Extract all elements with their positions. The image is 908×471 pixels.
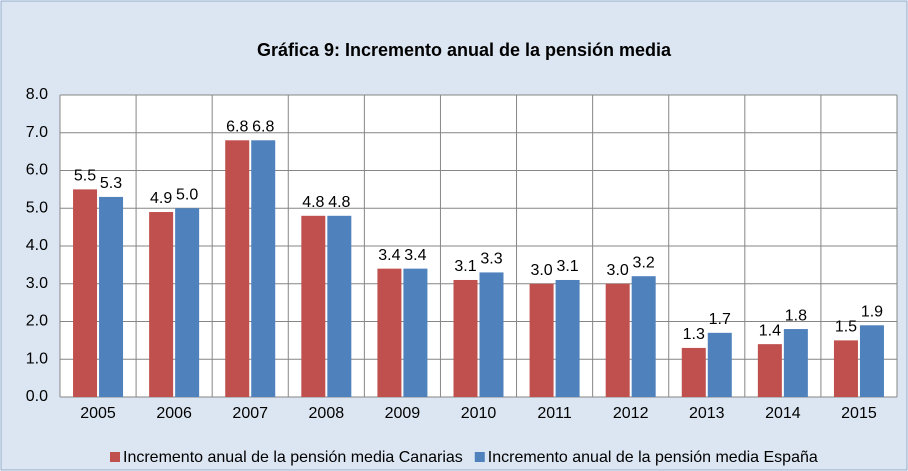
bar xyxy=(453,279,478,397)
data-label: 5.0 xyxy=(176,186,198,203)
x-tick-label: 2011 xyxy=(537,405,572,422)
bar xyxy=(327,215,352,397)
y-tick-label: 6.0 xyxy=(26,162,48,179)
x-tick-label: 2008 xyxy=(309,405,345,422)
x-tick-label: 2010 xyxy=(461,405,497,422)
x-tick-label: 2014 xyxy=(765,405,801,422)
bar xyxy=(707,332,732,397)
y-tick-label: 2.0 xyxy=(26,313,48,330)
bar xyxy=(175,208,200,397)
bar xyxy=(555,279,580,397)
bar xyxy=(73,189,98,397)
data-label: 5.5 xyxy=(74,168,96,185)
x-tick-label: 2013 xyxy=(689,405,725,422)
data-label: 1.9 xyxy=(861,303,883,320)
data-label: 4.8 xyxy=(302,194,324,211)
bar xyxy=(301,215,326,397)
bar xyxy=(833,340,858,397)
x-tick-label: 2007 xyxy=(232,405,268,422)
x-tick-label: 2012 xyxy=(613,405,649,422)
data-label: 6.8 xyxy=(226,119,248,136)
data-label: 4.9 xyxy=(150,190,172,207)
x-tick-label: 2005 xyxy=(80,405,116,422)
bar xyxy=(99,196,124,397)
y-tick-label: 8.0 xyxy=(26,86,48,103)
data-label: 3.4 xyxy=(378,247,400,264)
bar xyxy=(529,283,554,397)
data-label: 3.3 xyxy=(480,251,502,268)
bar xyxy=(403,268,428,397)
bar xyxy=(859,325,884,397)
x-tick-label: 2006 xyxy=(156,405,192,422)
data-label: 6.8 xyxy=(252,119,274,136)
data-label: 3.0 xyxy=(607,262,629,279)
legend-label: Incremento anual de la pensión media Esp… xyxy=(488,449,818,466)
data-label: 1.5 xyxy=(835,319,857,336)
data-label: 1.7 xyxy=(709,311,731,328)
legend-swatch xyxy=(110,452,120,462)
y-tick-label: 4.0 xyxy=(26,237,48,254)
bar xyxy=(479,272,504,397)
y-tick-label: 3.0 xyxy=(26,275,48,292)
bar xyxy=(631,276,656,397)
data-label: 3.1 xyxy=(556,258,578,275)
x-tick-label: 2009 xyxy=(385,405,421,422)
y-tick-label: 1.0 xyxy=(26,350,48,367)
bar xyxy=(149,212,174,397)
bar xyxy=(681,347,706,397)
bar xyxy=(757,344,782,397)
bar xyxy=(251,140,276,398)
data-label: 3.4 xyxy=(404,247,426,264)
data-label: 4.8 xyxy=(328,194,350,211)
x-tick-label: 2015 xyxy=(841,405,877,422)
y-tick-label: 7.0 xyxy=(26,124,48,141)
y-tick-label: 0.0 xyxy=(26,388,48,405)
data-label: 1.3 xyxy=(683,326,705,343)
data-label: 1.8 xyxy=(785,307,807,324)
bar xyxy=(225,140,250,398)
bar xyxy=(377,268,402,397)
data-label: 5.3 xyxy=(100,175,122,192)
data-label: 3.1 xyxy=(454,258,476,275)
y-tick-label: 5.0 xyxy=(26,199,48,216)
legend-swatch xyxy=(474,452,485,462)
chart-title: Gráfica 9: Incremento anual de la pensió… xyxy=(257,40,672,60)
bar xyxy=(783,329,808,397)
data-label: 3.0 xyxy=(530,262,552,279)
bar xyxy=(605,283,630,397)
data-label: 1.4 xyxy=(759,322,781,339)
data-label: 3.2 xyxy=(633,254,655,271)
legend-label: Incremento anual de la pensión media Can… xyxy=(123,449,463,466)
